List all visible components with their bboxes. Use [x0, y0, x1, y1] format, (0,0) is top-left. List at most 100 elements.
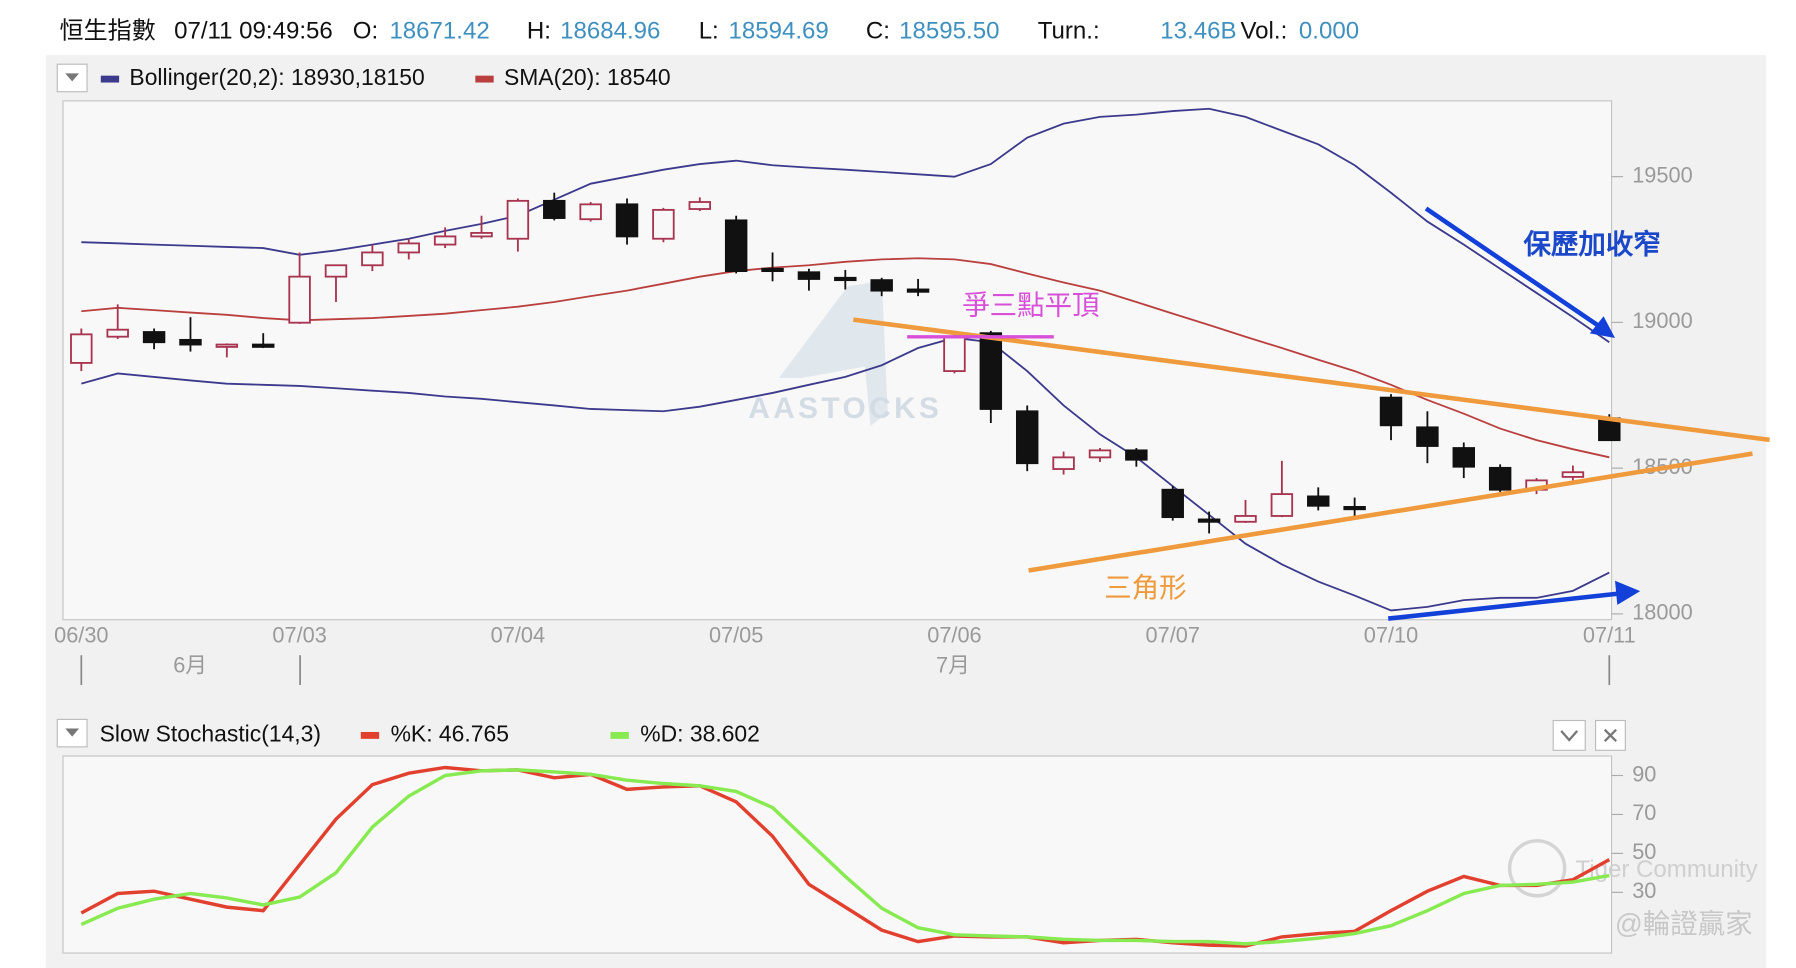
y-tick-label: 30	[1632, 878, 1656, 903]
field-label: H:	[527, 17, 551, 44]
y-tick-label: 19500	[1632, 162, 1692, 187]
month-label: 7月	[936, 652, 970, 677]
index-name: 恒生指數	[60, 17, 156, 44]
legend-swatch	[610, 731, 629, 739]
candle-body	[688, 201, 712, 210]
field-value: 18594.69	[728, 17, 828, 44]
candle-body	[906, 288, 930, 293]
candle-body	[361, 251, 384, 267]
candle-body	[179, 338, 202, 346]
candle-body	[70, 333, 93, 364]
x-tick-label: 07/07	[1146, 623, 1200, 648]
candle-body	[943, 335, 966, 372]
legend-swatch	[475, 75, 494, 83]
candle-body	[106, 328, 129, 338]
y-tick-label: 50	[1632, 839, 1656, 864]
stoch-line	[80, 768, 1610, 946]
watermark: Tiger Community	[1575, 856, 1757, 883]
stoch-line	[80, 765, 1611, 948]
candle-body	[506, 199, 530, 240]
candle-body	[615, 203, 639, 238]
collapse-button[interactable]	[1552, 719, 1586, 751]
candle-body	[1088, 449, 1112, 459]
candle-body	[397, 242, 420, 254]
x-tick-label: 07/11	[1583, 623, 1636, 648]
arrow-head	[1615, 580, 1641, 605]
quote-header: 恒生指數 07/11 09:49:56 O: 18671.42 H: 18684.96…	[60, 17, 1360, 44]
candle-body	[1234, 515, 1257, 523]
stoch-plot-area	[62, 755, 1613, 954]
candle-body	[652, 208, 675, 240]
candle-body	[797, 271, 821, 280]
legend-entry: %K: 46.765	[391, 720, 509, 746]
annotation-arrow	[1424, 206, 1603, 330]
close-button[interactable]	[1594, 719, 1626, 751]
watermark: AASTOCKS	[748, 392, 942, 425]
legend-entry: Bollinger(20,2): 18930,18150	[129, 64, 424, 90]
field-value: 18595.50	[899, 17, 999, 44]
field-label: Vol.:	[1240, 17, 1287, 44]
candle-body	[834, 276, 857, 282]
legend-swatch	[100, 75, 120, 83]
close-icon	[1603, 728, 1617, 742]
candle-body	[543, 199, 566, 219]
candle-body	[252, 343, 275, 348]
field-value: 18684.96	[560, 17, 660, 44]
field-label: C:	[866, 17, 890, 44]
quote-time: 07/11 09:49:56	[174, 17, 333, 44]
dropdown-icon	[65, 728, 80, 737]
candle-body	[1270, 493, 1294, 517]
field-value: 13.46B	[1160, 17, 1236, 44]
y-tick-label: 18000	[1632, 600, 1692, 625]
candle-body	[979, 332, 1003, 410]
y-tick-label: 19000	[1632, 308, 1692, 333]
month-label: 6月	[173, 652, 207, 677]
annotation: 三角形	[1104, 572, 1186, 603]
dropdown-button[interactable]	[56, 63, 88, 93]
candle-body	[761, 267, 784, 273]
candle-body	[1197, 518, 1221, 523]
candle-body	[1379, 396, 1403, 427]
legend-entry: SMA(20): 18540	[504, 64, 671, 90]
arrow-head	[1589, 316, 1616, 338]
band-line	[81, 107, 1610, 343]
x-tick-label: 07/05	[709, 623, 763, 648]
x-tick-label: 07/10	[1364, 623, 1418, 648]
x-tick-label: 06/30	[54, 623, 108, 648]
candle-body	[1488, 466, 1512, 491]
legend-entry: %D: 38.602	[640, 720, 760, 746]
indicator-title: Slow Stochastic(14,3)	[100, 720, 321, 746]
candle-body	[1452, 447, 1476, 468]
candle-body	[870, 279, 893, 292]
y-tick-label: 70	[1632, 800, 1656, 825]
candle-body	[1161, 488, 1184, 519]
candle-body	[142, 331, 166, 344]
x-tick-label: 07/04	[491, 623, 545, 648]
candle-body	[1015, 410, 1039, 465]
band-line	[81, 336, 1610, 612]
watermark-icon	[1507, 839, 1567, 898]
candle-body	[724, 219, 748, 273]
x-tick-label: 07/03	[272, 623, 326, 648]
sma-line	[81, 257, 1610, 459]
candle-body	[1416, 426, 1439, 447]
candle-body	[1052, 456, 1075, 470]
field-label: L:	[699, 17, 719, 44]
watermark-logo	[778, 280, 888, 427]
candle-body	[1343, 506, 1366, 511]
y-tick-label: 90	[1632, 761, 1656, 786]
legend-swatch	[360, 731, 380, 739]
candle-body	[215, 343, 239, 348]
candle-body	[288, 275, 311, 324]
candle-body	[470, 231, 493, 238]
dropdown-icon	[65, 73, 80, 82]
candle-body	[433, 235, 457, 246]
annotation: 保歷加收窄	[1522, 229, 1660, 260]
collapse-icon	[1560, 730, 1579, 742]
support-line	[1028, 451, 1753, 573]
candle-body	[579, 203, 602, 221]
candle-body	[324, 264, 348, 278]
candle-body	[1561, 471, 1585, 478]
field-value: 0.000	[1299, 17, 1359, 44]
